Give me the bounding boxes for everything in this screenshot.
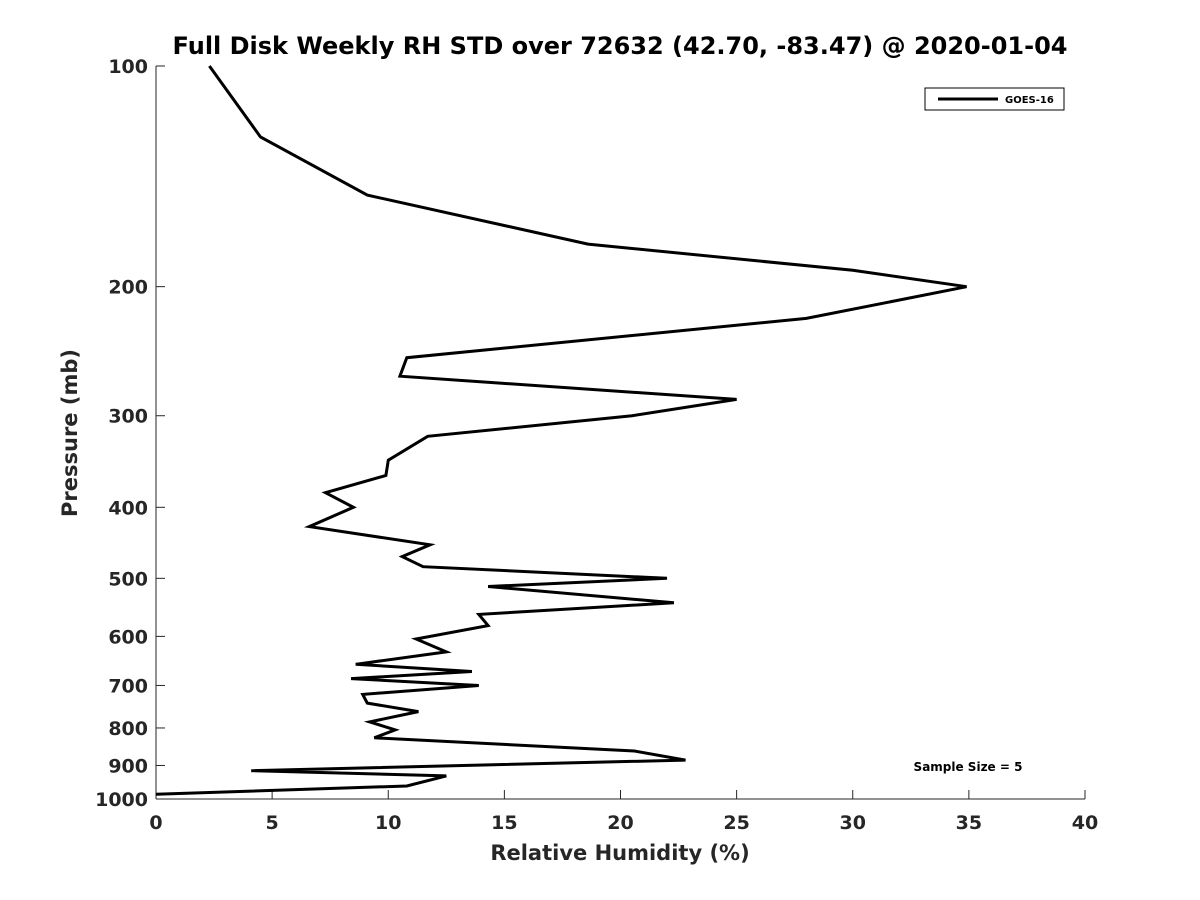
- x-tick-label: 30: [840, 812, 866, 834]
- x-tick-label: 10: [375, 812, 401, 834]
- x-tick-label: 20: [607, 812, 633, 834]
- legend: GOES-16: [924, 87, 1065, 111]
- y-tick-label: 100: [108, 56, 148, 78]
- sample-size-annotation: Sample Size = 5: [914, 760, 1023, 774]
- y-tick-label: 300: [108, 406, 148, 428]
- y-tick-label: 400: [108, 497, 148, 519]
- y-tick-label: 200: [108, 277, 148, 299]
- y-tick-label: 600: [108, 626, 148, 648]
- x-tick-label: 5: [266, 812, 279, 834]
- axes: [155, 66, 1085, 800]
- series-group: [155, 65, 967, 796]
- y-tick-label: 900: [108, 755, 148, 777]
- y-tick-label: 1000: [95, 789, 148, 811]
- x-tick-label: 15: [491, 812, 517, 834]
- legend-label: GOES-16: [1005, 95, 1054, 106]
- chart-title: Full Disk Weekly RH STD over 72632 (42.7…: [173, 32, 1068, 60]
- y-axis-ticks: 100 200 300 400 500 600 700 800 900 1000: [95, 56, 165, 811]
- series-line-0: [155, 65, 967, 796]
- y-tick-label: 700: [108, 675, 148, 697]
- x-tick-label: 35: [956, 812, 982, 834]
- y-tick-label: 800: [108, 718, 148, 740]
- y-tick-label: 500: [108, 568, 148, 590]
- x-axis-ticks: 0 5 10 15 20 25 30 35 40: [149, 790, 1098, 834]
- x-axis-label: Relative Humidity (%): [490, 841, 749, 865]
- y-axis-label: Pressure (mb): [58, 349, 82, 517]
- x-tick-label: 40: [1072, 812, 1098, 834]
- x-tick-label: 0: [149, 812, 162, 834]
- x-tick-label: 25: [723, 812, 749, 834]
